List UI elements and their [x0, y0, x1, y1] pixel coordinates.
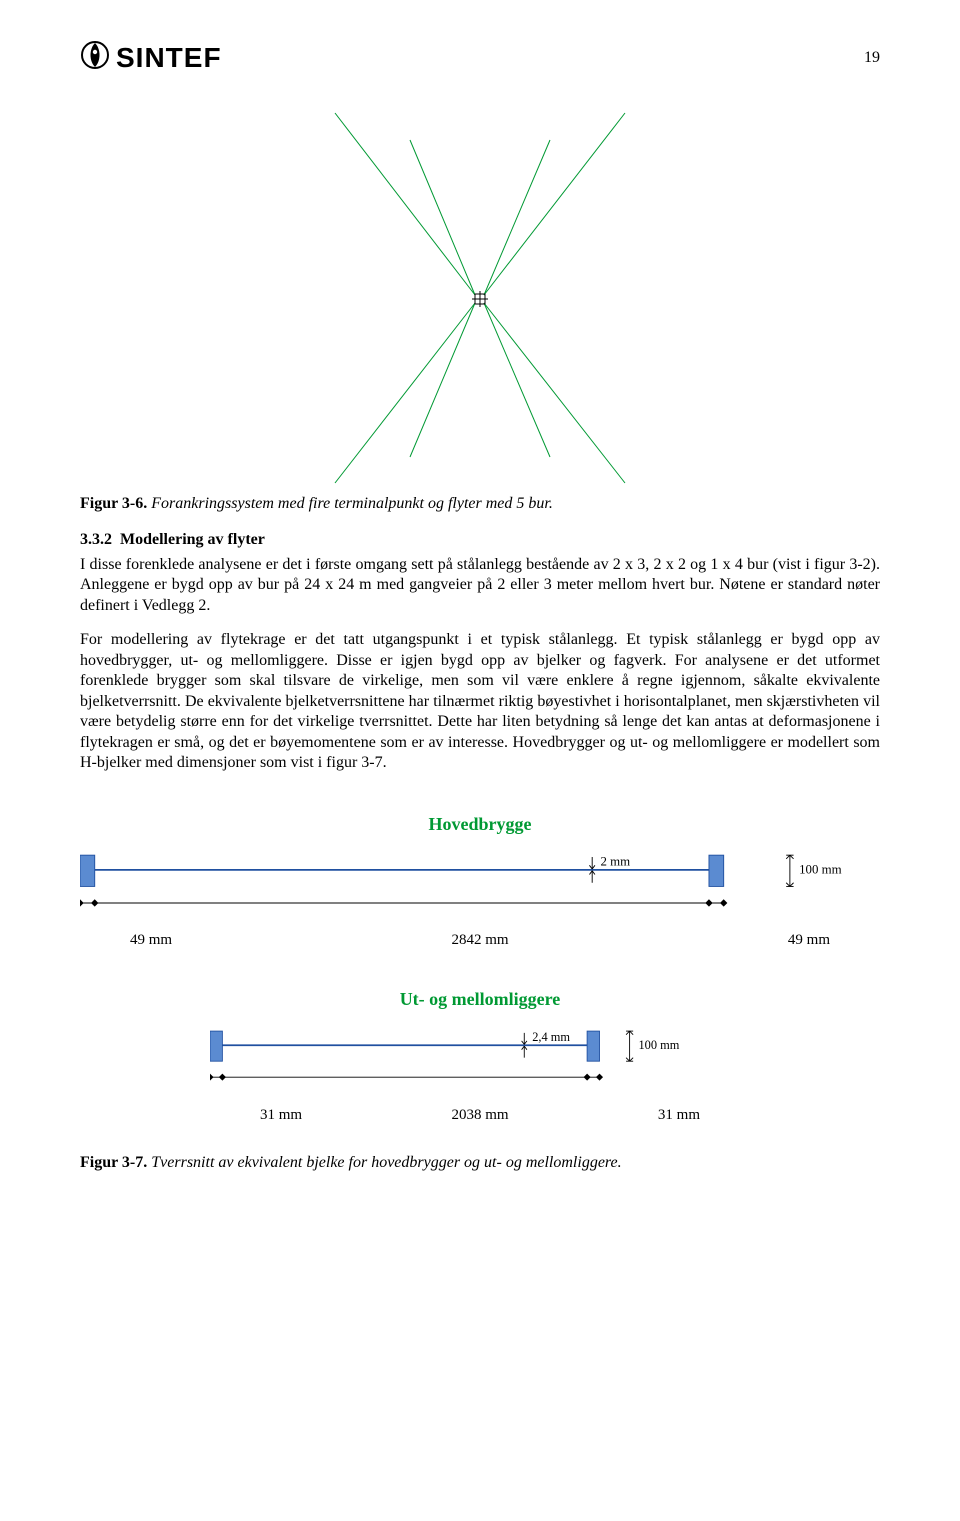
paragraph-1: I disse forenklede analysene er det i fø…: [80, 555, 880, 616]
figure-3-6-caption: Figur 3-6. Forankringssystem med fire te…: [80, 495, 880, 513]
caption-label-2: Figur 3-7.: [80, 1154, 147, 1171]
figure-3-7-caption: Figur 3-7. Tverrsnitt av ekvivalent bjel…: [80, 1154, 880, 1172]
section-title: Modellering av flyter: [120, 531, 265, 548]
beam2-title: Ut- og mellomliggere: [80, 989, 880, 1010]
svg-text:2,4 mm: 2,4 mm: [532, 1030, 570, 1044]
beam-hovedbrygge: Hovedbrygge 2 mm 100 mm 49 mm 2842 mm 49 …: [80, 814, 880, 949]
section-number: 3.3.2: [80, 531, 112, 548]
svg-text:100 mm: 100 mm: [638, 1037, 679, 1051]
beam2-diagram: 2,4 mm 100 mm: [210, 1020, 750, 1095]
page-header: SINTEF 19: [80, 40, 880, 75]
caption-label: Figur 3-6.: [80, 495, 147, 512]
logo-text: SINTEF: [116, 42, 222, 74]
beam1-dim-left: 49 mm: [130, 932, 172, 949]
logo-icon: [80, 40, 110, 75]
beam1-diagram: 2 mm 100 mm: [80, 845, 880, 920]
beam2-dim-left: 31 mm: [260, 1107, 302, 1124]
page-number: 19: [864, 49, 880, 67]
beam2-dimensions: 31 mm 2038 mm 31 mm: [260, 1107, 700, 1124]
logo: SINTEF: [80, 40, 222, 75]
beam2-dim-center: 2038 mm: [451, 1107, 508, 1124]
svg-text:100 mm: 100 mm: [799, 862, 842, 876]
beam1-dim-right: 49 mm: [788, 932, 830, 949]
caption-text-2: Tverrsnitt av ekvivalent bjelke for hove…: [147, 1154, 621, 1171]
beam1-dim-center: 2842 mm: [451, 932, 508, 949]
section-heading: 3.3.2 Modellering av flyter: [80, 531, 880, 549]
beam1-dimensions: 49 mm 2842 mm 49 mm: [130, 932, 830, 949]
beam-mellomliggere: Ut- og mellomliggere 2,4 mm 100 mm 31 mm …: [80, 989, 880, 1124]
beam2-dim-right: 31 mm: [658, 1107, 700, 1124]
svg-text:2 mm: 2 mm: [600, 854, 630, 868]
caption-text: Forankringssystem med fire terminalpunkt…: [147, 495, 553, 512]
paragraph-2: For modellering av flytekrage er det tat…: [80, 630, 880, 773]
beam1-title: Hovedbrygge: [80, 814, 880, 835]
figure-3-6-diagram: [270, 105, 690, 485]
